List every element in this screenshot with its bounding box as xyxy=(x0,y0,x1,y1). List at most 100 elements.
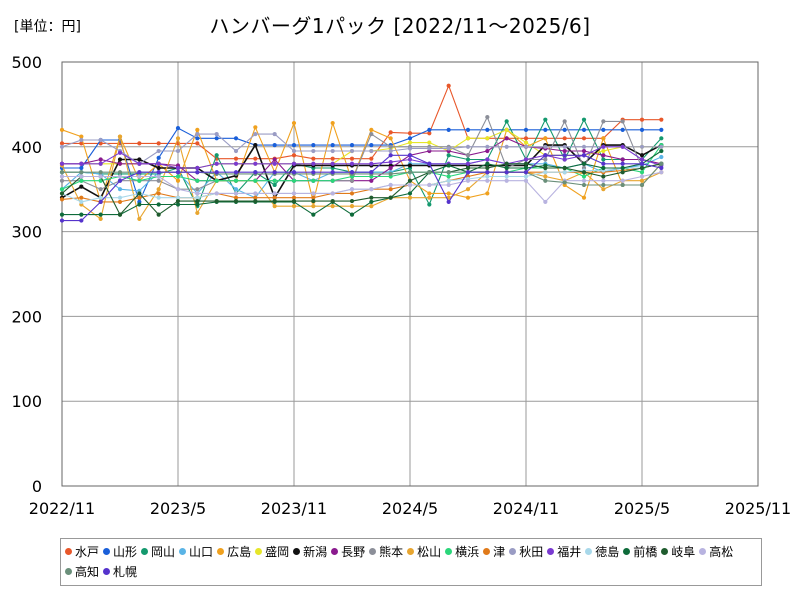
data-point xyxy=(79,195,84,200)
legend-label: 札幌 xyxy=(113,565,138,579)
data-point xyxy=(330,198,335,204)
legend-label: 前橋 xyxy=(633,545,658,559)
data-point xyxy=(79,184,84,189)
data-point xyxy=(272,131,277,137)
data-point xyxy=(349,187,355,192)
data-point xyxy=(601,178,606,183)
data-point xyxy=(311,198,316,204)
data-point xyxy=(407,131,413,136)
data-point xyxy=(639,178,645,183)
data-point xyxy=(446,199,451,205)
legend-label: 松山 xyxy=(417,545,442,559)
data-point xyxy=(562,165,567,171)
data-point xyxy=(581,178,587,183)
data-point xyxy=(156,161,161,166)
data-point xyxy=(639,127,645,132)
data-point xyxy=(291,120,297,126)
data-point xyxy=(601,182,606,188)
data-point xyxy=(117,187,123,192)
data-point xyxy=(98,174,103,179)
data-point xyxy=(175,195,181,200)
data-point xyxy=(117,174,123,179)
legend-item: 広島 xyxy=(217,542,251,562)
data-point xyxy=(330,143,335,148)
legend-label: 高知 xyxy=(75,565,100,579)
data-point xyxy=(195,141,200,146)
data-point xyxy=(639,157,645,162)
data-point xyxy=(98,137,103,143)
data-point xyxy=(311,161,316,166)
data-point xyxy=(369,161,374,166)
data-point xyxy=(59,218,65,223)
data-point xyxy=(253,170,258,175)
chart-title: ハンバーグ1パック [2022/11～2025/6] xyxy=(209,14,591,38)
data-point xyxy=(465,178,471,183)
data-point xyxy=(214,161,219,166)
legend-marker xyxy=(509,548,517,555)
data-point xyxy=(369,199,374,205)
data-point xyxy=(291,161,297,166)
data-point xyxy=(330,178,335,183)
legend-marker xyxy=(483,548,491,555)
data-point xyxy=(156,170,161,175)
data-point xyxy=(485,148,490,154)
data-point xyxy=(137,178,142,183)
data-point xyxy=(195,165,200,171)
data-point xyxy=(562,136,567,141)
data-point xyxy=(523,170,529,175)
data-point xyxy=(175,148,181,154)
data-point xyxy=(485,174,490,179)
legend-item: 高松 xyxy=(699,542,733,562)
data-point xyxy=(485,161,490,166)
data-point xyxy=(291,178,297,183)
data-point xyxy=(349,178,355,183)
data-point xyxy=(581,170,587,175)
data-point xyxy=(601,161,606,166)
legend-marker xyxy=(585,548,593,555)
data-point xyxy=(465,136,471,141)
data-point xyxy=(504,165,509,171)
data-point xyxy=(291,148,297,154)
data-point xyxy=(523,178,529,183)
data-point xyxy=(446,153,451,158)
data-point xyxy=(659,127,664,132)
data-point xyxy=(311,178,316,183)
data-point xyxy=(79,134,84,139)
data-point xyxy=(79,174,84,179)
data-point xyxy=(253,191,258,196)
data-point xyxy=(543,174,548,179)
data-point xyxy=(465,144,471,149)
data-point xyxy=(156,191,161,196)
data-point xyxy=(253,125,258,130)
data-point xyxy=(79,141,84,146)
data-point xyxy=(369,131,374,137)
legend-marker xyxy=(369,548,377,555)
data-point xyxy=(59,174,65,179)
data-point xyxy=(117,212,123,217)
data-point xyxy=(465,157,471,162)
legend-marker xyxy=(293,548,301,555)
data-point xyxy=(407,191,413,196)
data-point xyxy=(214,131,219,137)
data-point xyxy=(620,178,625,183)
data-point xyxy=(504,161,509,166)
series-line-6 xyxy=(61,144,662,199)
data-point xyxy=(427,140,432,145)
legend-marker xyxy=(547,548,555,555)
data-point xyxy=(175,170,181,175)
data-point xyxy=(233,187,239,192)
data-point xyxy=(581,144,587,149)
data-point xyxy=(543,199,548,205)
data-point xyxy=(639,170,645,175)
data-point xyxy=(427,161,432,166)
data-point xyxy=(59,197,65,202)
data-point xyxy=(272,157,277,162)
data-point xyxy=(330,161,335,166)
data-point xyxy=(195,198,200,204)
data-point xyxy=(156,155,161,160)
data-point xyxy=(233,195,239,200)
data-point xyxy=(349,170,355,175)
legend-label: 岡山 xyxy=(151,545,176,559)
data-point xyxy=(504,144,509,149)
